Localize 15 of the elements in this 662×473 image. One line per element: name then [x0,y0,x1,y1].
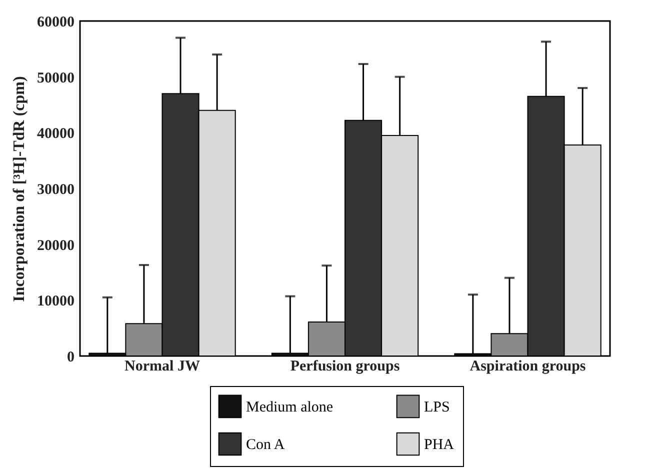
y-tick-label: 0 [67,350,74,366]
y-tick-label: 10000 [37,294,74,310]
y-tick-label: 40000 [37,126,74,142]
y-tick-label: 20000 [37,238,74,254]
legend-label: Con A [246,437,285,453]
legend-label: LPS [424,399,450,416]
y-tick-label: 30000 [37,182,74,198]
legend-label: PHA [424,437,454,453]
x-tick-label: Normal JW [124,358,200,374]
y-tick-label: 60000 [37,14,74,30]
y-axis-title: Incorporation of [³H]-TdR (cpm) [11,76,28,302]
y-tick-label: 50000 [37,70,74,86]
x-tick-label: Perfusion groups [290,358,400,374]
x-tick-label: Aspiration groups [470,358,586,374]
legend-label: Medium alone [246,399,334,416]
